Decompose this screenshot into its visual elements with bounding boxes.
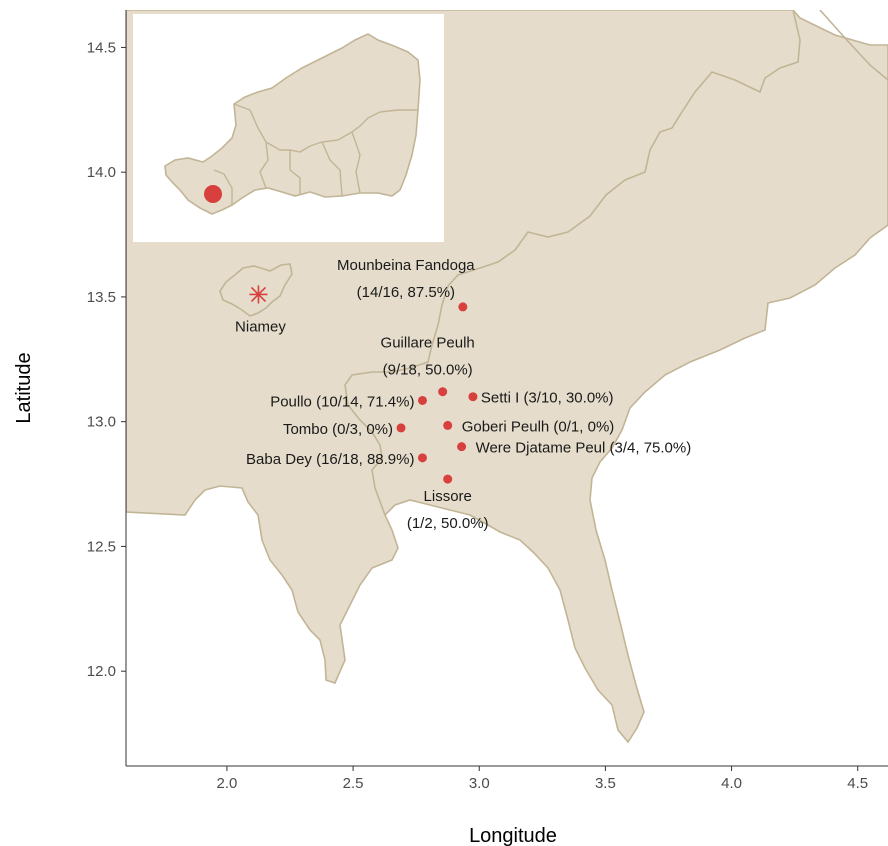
x-tick-label: 2.0 — [216, 775, 237, 792]
site-point — [443, 474, 453, 484]
axes: 2.0 2.5 3.0 3.5 4.0 4.5 12.012.513.013.514.01… — [87, 10, 888, 792]
y-ticks: 12.0 12.5 13.0 13.5 14.0 14.5 — [87, 39, 126, 680]
site-label: Setti I (3/10, 30.0%) — [481, 390, 614, 407]
site-point — [468, 392, 478, 402]
site-label: Goberi Peulh (0/1, 0%) — [462, 418, 615, 435]
site-label-stats: (1/2, 50.0%) — [407, 515, 489, 532]
x-tick-label: 2.5 — [343, 775, 364, 792]
asterisk-stroke — [250, 286, 267, 303]
site-point — [458, 302, 468, 312]
site-label: Baba Dey (16/18, 88.9%) — [246, 451, 414, 468]
site-point — [438, 387, 448, 397]
y-tick-label: 14.0 — [87, 164, 116, 181]
site-label-stats: (14/16, 87.5%) — [357, 284, 455, 301]
x-tick-label: 3.5 — [595, 775, 616, 792]
site-label-stats: (9/18, 50.0%) — [383, 362, 473, 379]
x-axis-title: Longitude — [469, 825, 557, 846]
site-label-name: Mounbeina Fandoga — [337, 257, 475, 274]
site-point — [396, 423, 406, 433]
site-point — [417, 453, 427, 463]
city-label-niamey: Niamey — [235, 318, 286, 335]
x-tick-label: 4.5 — [847, 775, 868, 792]
y-tick-label: 13.5 — [87, 289, 116, 306]
site-label-name: Lissore — [424, 488, 472, 505]
site-labels: Mounbeina Fandoga (14/16, 87.5%) Guillare … — [246, 257, 691, 532]
border-line — [819, 10, 888, 81]
site-point — [417, 395, 427, 405]
site-points — [396, 302, 478, 484]
y-tick-label: 12.0 — [87, 663, 116, 680]
site-label-name: Guillare Peulh — [381, 335, 475, 352]
x-tick-label: 3.0 — [469, 775, 490, 792]
city-layer: Niamey — [235, 285, 286, 335]
x-ticks: 2.0 2.5 3.0 3.5 4.0 4.5 — [216, 766, 868, 792]
site-label: Tombo (0/3, 0%) — [283, 421, 393, 438]
niamey-outline — [219, 263, 293, 317]
site-point — [457, 442, 467, 452]
y-tick-label: 14.5 — [87, 39, 116, 56]
site-label: Poullo (10/14, 71.4%) — [270, 393, 414, 410]
y-axis-title: Latitude — [13, 352, 35, 423]
site-point — [443, 420, 453, 430]
site-label: Were Djatame Peul (3/4, 75.0%) — [476, 440, 692, 457]
border-line — [344, 10, 801, 516]
niger-inset-map — [133, 14, 444, 242]
inset-border — [213, 103, 418, 205]
y-tick-label: 13.0 — [87, 414, 116, 431]
asterisk-icon — [249, 285, 268, 304]
study-area-dot — [204, 185, 222, 203]
x-tick-label: 4.0 — [721, 775, 742, 792]
y-tick-label: 12.5 — [87, 538, 116, 555]
